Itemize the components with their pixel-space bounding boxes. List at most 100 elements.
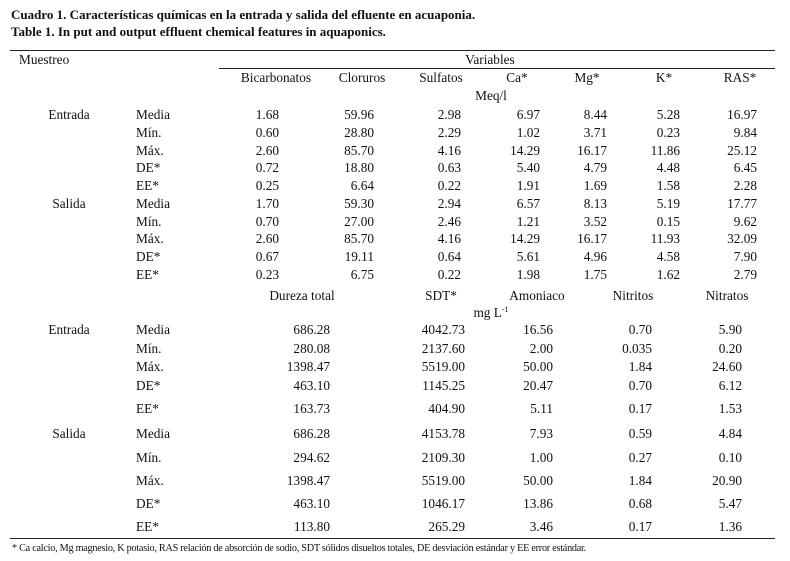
- table-cell: 9.84: [733, 124, 757, 140]
- table-cell: 4.84: [718, 426, 742, 441]
- table-cell: 24.60: [712, 359, 742, 374]
- table-cell: 28.80: [344, 124, 374, 140]
- table-cell: 0.17: [628, 519, 652, 534]
- table-cell: 4.79: [583, 160, 607, 176]
- unit-mgl: mg L-1: [473, 305, 508, 321]
- column-header-1-1: Cloruros: [338, 70, 386, 85]
- table-cell: 0.25: [255, 178, 279, 193]
- table-cell: 20.90: [712, 473, 742, 488]
- header-muestreo: Muestreo: [19, 52, 70, 67]
- stat-label: Media: [136, 426, 170, 441]
- table-cell: 8.44: [583, 107, 607, 122]
- table-cell: 2.94: [437, 195, 461, 211]
- table-cell: 0.10: [718, 450, 742, 465]
- group-label: Entrada: [48, 322, 90, 337]
- stat-label: EE*: [136, 401, 159, 416]
- table-cell: 4.96: [583, 249, 607, 264]
- table-cell: 2.46: [437, 213, 461, 229]
- table-cell: 6.57: [516, 195, 540, 211]
- table-cell: 19.11: [344, 249, 374, 264]
- table-cell: 6.45: [733, 160, 757, 176]
- table-cell: 6.97: [516, 107, 540, 122]
- table-cell: 1.02: [516, 124, 540, 140]
- table-cell: 0.68: [628, 496, 652, 511]
- table-cell: 0.15: [656, 213, 680, 229]
- table-cell: 4042.73: [421, 322, 465, 337]
- table-cell: 16.56: [523, 322, 553, 337]
- table-cell: 1.58: [656, 178, 680, 193]
- table-cell: 32.09: [727, 231, 757, 247]
- table-cell: 1.36: [718, 519, 742, 534]
- table-cell: 5.61: [516, 249, 540, 264]
- table-cell: 2.98: [437, 107, 461, 122]
- table-cell: 2.28: [733, 178, 757, 193]
- stat-label: DE*: [136, 249, 161, 264]
- table-cell: 3.46: [529, 519, 553, 534]
- table-cell: 0.27: [628, 450, 652, 465]
- table-cell: 8.13: [583, 195, 607, 211]
- bottom-rule: [10, 538, 775, 539]
- table-cell: 1.68: [255, 107, 279, 122]
- group-label: Entrada: [48, 107, 90, 122]
- table-cell: 294.62: [293, 450, 330, 465]
- table-title-en: Table 1. In put and output effluent chem…: [11, 24, 386, 39]
- table-cell: 0.20: [718, 341, 742, 356]
- table-cell: 4.16: [437, 142, 461, 158]
- table-cell: 1.62: [656, 266, 680, 282]
- table-cell: 1.84: [628, 359, 652, 374]
- table-cell: 5.90: [718, 322, 742, 337]
- table-cell: 5.47: [718, 496, 742, 511]
- table-cell: 2.29: [437, 124, 461, 140]
- stat-label: Mín.: [136, 341, 162, 356]
- table-cell: 13.86: [523, 496, 553, 511]
- table-cell: 2.79: [733, 266, 757, 282]
- stat-label: EE*: [136, 519, 159, 534]
- table-cell: 3.71: [583, 124, 607, 140]
- variables-rule: [219, 68, 775, 69]
- table-cell: 686.28: [293, 322, 330, 337]
- stat-label: EE*: [136, 266, 159, 282]
- table-cell: 1.98: [516, 266, 540, 282]
- table-cell: 17.77: [727, 195, 757, 211]
- stat-label: Máx.: [136, 359, 164, 374]
- stat-label: Mín.: [136, 124, 162, 140]
- table-cell: 5519.00: [421, 473, 465, 488]
- table-cell: 686.28: [293, 426, 330, 441]
- table-cell: 16.97: [727, 107, 757, 122]
- table-cell: 2137.60: [421, 341, 465, 356]
- table-cell: 0.63: [437, 160, 461, 176]
- table-cell: 0.17: [628, 401, 652, 416]
- table-cell: 0.035: [622, 341, 652, 356]
- table-cell: 4153.78: [421, 426, 465, 441]
- table-cell: 2.60: [255, 142, 279, 158]
- column-header-1-3: Ca*: [506, 70, 528, 85]
- table-cell: 280.08: [293, 341, 330, 356]
- table-title-es: Cuadro 1. Características químicas en la…: [11, 7, 476, 22]
- table-cell: 0.72: [255, 160, 279, 176]
- table-cell: 25.12: [727, 142, 757, 158]
- table-cell: 11.86: [650, 142, 680, 158]
- table-cell: 6.12: [718, 378, 742, 393]
- stat-label: DE*: [136, 160, 161, 176]
- column-header-2-1: SDT*: [425, 288, 457, 303]
- table-cell: 1145.25: [422, 378, 465, 393]
- table-cell: 163.73: [293, 401, 330, 416]
- table-cell: 5.11: [530, 401, 553, 416]
- table-cell: 85.70: [344, 142, 374, 158]
- table-cell: 0.59: [628, 426, 652, 441]
- column-header-1-2: Sulfatos: [419, 70, 463, 85]
- table-cell: 0.70: [628, 378, 652, 393]
- table-cell: 1.84: [628, 473, 652, 488]
- stat-label: Media: [136, 322, 170, 337]
- table-cell: 16.17: [577, 142, 607, 158]
- table-cell: 0.70: [255, 213, 279, 229]
- unit-meq: Meq/l: [475, 88, 507, 103]
- column-header-2-0: Dureza total: [269, 288, 335, 303]
- column-header-2-2: Amoniaco: [509, 288, 565, 303]
- table-cell: 5.19: [656, 195, 680, 211]
- stat-label: Máx.: [136, 231, 164, 247]
- column-header-1-5: K*: [655, 70, 673, 85]
- table-cell: 14.29: [510, 142, 540, 158]
- table-cell: 5.28: [656, 107, 680, 122]
- table-cell: 463.10: [293, 378, 330, 393]
